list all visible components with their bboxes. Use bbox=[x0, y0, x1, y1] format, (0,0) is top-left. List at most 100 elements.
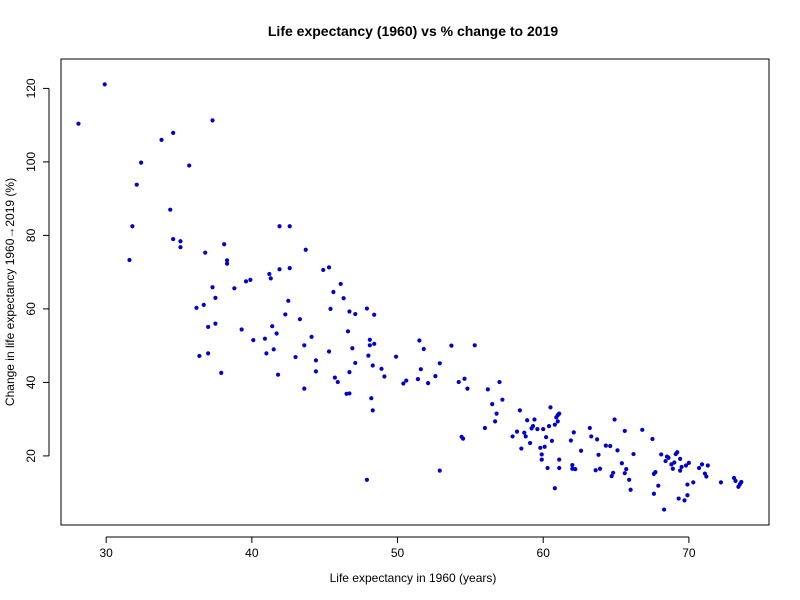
data-point bbox=[313, 369, 319, 374]
data-point bbox=[679, 464, 684, 470]
data-point bbox=[331, 289, 336, 295]
data-point bbox=[313, 358, 319, 363]
data-point bbox=[210, 285, 215, 290]
data-point bbox=[286, 298, 291, 303]
data-point bbox=[696, 465, 702, 471]
data-point bbox=[615, 448, 620, 453]
data-point bbox=[678, 468, 683, 473]
data-point bbox=[251, 338, 256, 343]
data-point bbox=[370, 408, 375, 413]
data-point bbox=[370, 363, 375, 368]
data-point bbox=[418, 367, 423, 372]
data-point bbox=[465, 386, 470, 391]
data-point bbox=[456, 379, 461, 385]
y-tick-label: 60 bbox=[24, 302, 38, 316]
data-point bbox=[437, 468, 442, 473]
data-point bbox=[270, 324, 275, 329]
data-point bbox=[326, 265, 332, 270]
data-point bbox=[678, 456, 683, 461]
data-point bbox=[472, 343, 477, 348]
data-point bbox=[232, 286, 237, 291]
y-tick-label: 40 bbox=[24, 375, 38, 389]
data-point bbox=[490, 401, 495, 407]
data-point bbox=[213, 295, 218, 300]
data-point bbox=[382, 374, 387, 379]
data-point bbox=[704, 474, 709, 479]
data-point bbox=[277, 224, 282, 229]
data-point bbox=[578, 448, 584, 453]
data-point bbox=[206, 351, 211, 356]
data-point bbox=[102, 82, 107, 87]
data-point bbox=[417, 338, 422, 343]
data-point bbox=[485, 387, 490, 392]
data-point bbox=[243, 279, 249, 284]
data-point bbox=[589, 434, 594, 439]
data-point bbox=[611, 470, 616, 475]
y-tick-label: 100 bbox=[24, 152, 38, 172]
data-point bbox=[494, 411, 499, 416]
data-point bbox=[541, 426, 546, 432]
data-point bbox=[372, 341, 377, 346]
data-point bbox=[364, 306, 370, 311]
y-tick-label: 80 bbox=[24, 228, 38, 242]
data-point bbox=[297, 317, 303, 322]
data-point bbox=[335, 379, 340, 385]
data-point bbox=[686, 460, 691, 465]
data-point bbox=[353, 311, 358, 317]
data-point bbox=[662, 507, 667, 512]
data-point bbox=[159, 137, 164, 142]
data-point bbox=[372, 312, 377, 317]
data-point bbox=[705, 463, 710, 468]
data-point bbox=[672, 460, 677, 465]
x-tick-label: 50 bbox=[391, 546, 405, 560]
data-point bbox=[482, 425, 488, 431]
data-point bbox=[538, 445, 543, 450]
data-point bbox=[345, 329, 351, 334]
plot-area-frame bbox=[60, 58, 770, 526]
data-point bbox=[287, 266, 292, 271]
data-point bbox=[555, 419, 560, 424]
data-point bbox=[134, 182, 139, 187]
data-point bbox=[570, 462, 575, 468]
x-axis: 30 40 50 60 70 bbox=[99, 536, 696, 560]
data-point bbox=[347, 391, 352, 396]
data-point bbox=[612, 417, 617, 422]
data-point bbox=[546, 424, 552, 429]
data-point bbox=[552, 422, 557, 427]
data-point bbox=[530, 424, 536, 429]
data-point bbox=[369, 396, 374, 401]
data-point bbox=[332, 375, 337, 380]
data-point bbox=[557, 465, 562, 471]
data-point bbox=[267, 271, 272, 277]
data-point bbox=[557, 411, 562, 416]
data-point bbox=[350, 346, 355, 351]
data-point bbox=[663, 458, 668, 464]
data-point bbox=[462, 376, 467, 381]
data-point bbox=[437, 361, 442, 366]
data-point bbox=[659, 452, 664, 457]
data-point bbox=[523, 434, 528, 439]
data-point bbox=[573, 467, 578, 472]
x-tick-label: 70 bbox=[682, 546, 696, 560]
data-point bbox=[552, 486, 557, 491]
data-point bbox=[268, 276, 273, 281]
data-point bbox=[514, 429, 520, 434]
data-point bbox=[271, 347, 276, 352]
data-point bbox=[415, 376, 421, 382]
data-point bbox=[539, 457, 544, 462]
data-point bbox=[178, 245, 183, 250]
data-point bbox=[303, 247, 308, 252]
data-point bbox=[666, 455, 671, 460]
data-point bbox=[549, 438, 555, 443]
data-point bbox=[433, 374, 438, 379]
data-point bbox=[587, 425, 592, 431]
data-point bbox=[364, 477, 370, 482]
data-point bbox=[568, 438, 573, 443]
data-point bbox=[309, 334, 314, 339]
data-point bbox=[210, 118, 215, 123]
data-point bbox=[517, 408, 522, 413]
data-point bbox=[277, 267, 282, 272]
data-point bbox=[302, 386, 307, 391]
data-point bbox=[168, 207, 173, 212]
data-point bbox=[194, 305, 199, 310]
